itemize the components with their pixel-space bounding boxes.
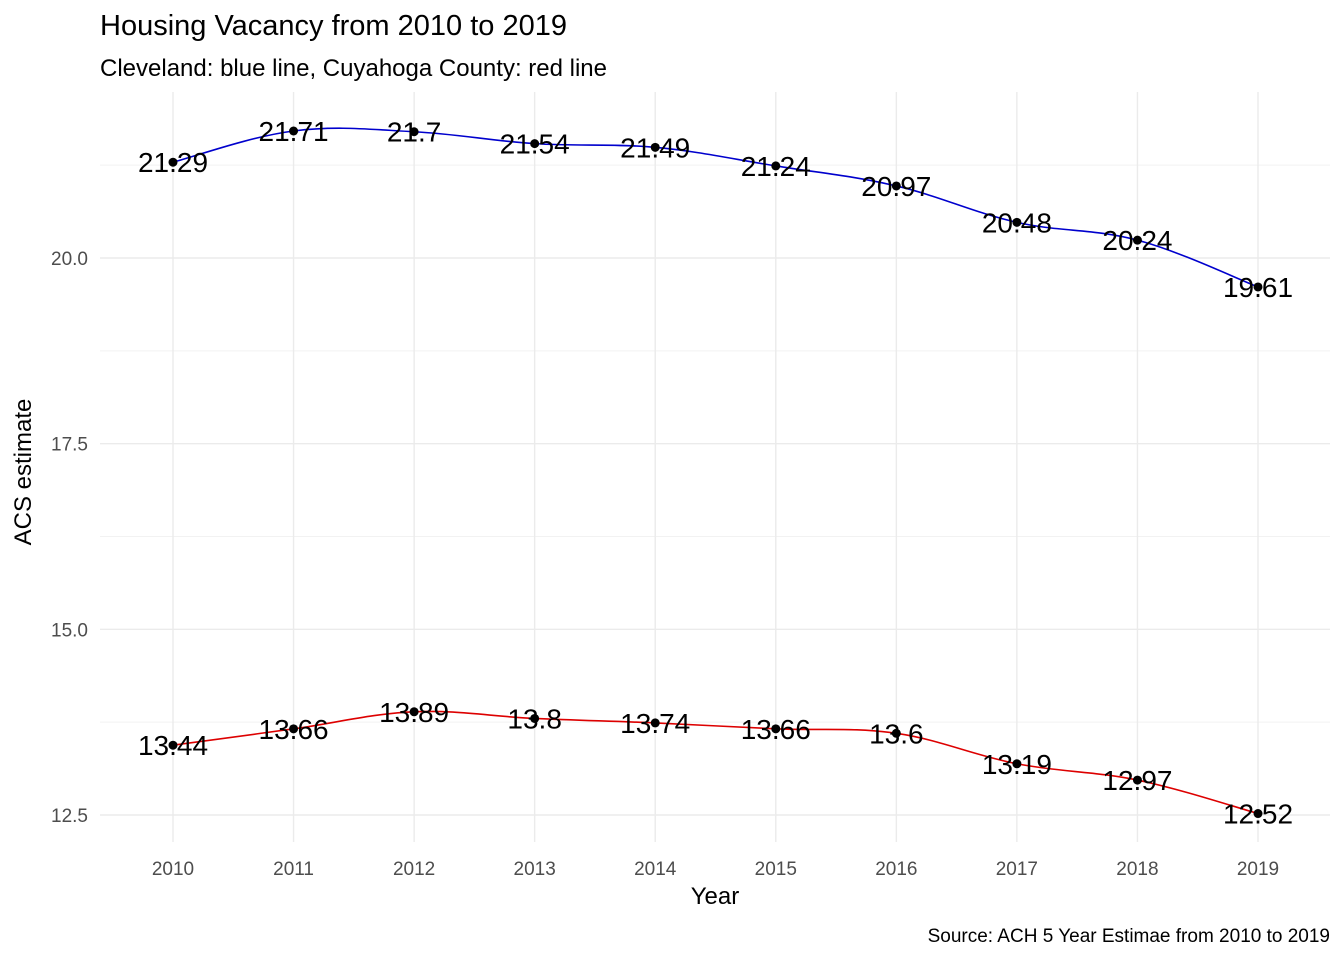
data-point xyxy=(1012,217,1022,227)
data-point xyxy=(289,126,299,136)
y-tick-label: 12.5 xyxy=(51,806,88,827)
x-axis-tick-labels: 2010 2011 2012 2013 2014 2015 2016 2017 2018 2019 xyxy=(152,859,1279,880)
data-point xyxy=(409,707,419,717)
data-point xyxy=(168,740,178,750)
x-tick-label: 2014 xyxy=(634,859,677,880)
data-point xyxy=(409,127,419,137)
x-tick-label: 2019 xyxy=(1237,859,1279,880)
data-label: 21.49 xyxy=(620,132,690,163)
data-label: 13.89 xyxy=(379,697,449,728)
data-label: 20.24 xyxy=(1102,225,1172,256)
data-label: 13.8 xyxy=(507,703,562,734)
x-tick-label: 2010 xyxy=(152,859,194,880)
data-label: 13.66 xyxy=(259,714,329,745)
data-point xyxy=(289,724,299,734)
x-tick-label: 2013 xyxy=(514,859,556,880)
data-point xyxy=(530,139,540,149)
x-tick-label: 2015 xyxy=(755,859,797,880)
data-point xyxy=(771,161,781,171)
chart-caption: Source: ACH 5 Year Estimae from 2010 to … xyxy=(927,926,1330,947)
data-label: 13.74 xyxy=(620,708,690,739)
data-label: 13.6 xyxy=(869,718,924,749)
data-label: 21.29 xyxy=(138,147,208,178)
series-lines xyxy=(172,127,1259,815)
chart-subtitle: Cleveland: blue line, Cuyahoga County: r… xyxy=(100,55,607,82)
data-point xyxy=(1012,759,1022,769)
data-label: 20.97 xyxy=(861,171,931,202)
data-point xyxy=(1253,809,1263,819)
data-labels: 21.29 21.71 21.7 21.54 21.49 21.24 20.97 20.48 2… xyxy=(138,116,1293,830)
x-tick-label: 2018 xyxy=(1116,859,1158,880)
data-label: 21.71 xyxy=(259,116,329,147)
major-gridlines xyxy=(100,92,1330,842)
x-tick-label: 2011 xyxy=(273,859,314,880)
data-label: 12.97 xyxy=(1102,765,1172,796)
data-point xyxy=(771,724,781,734)
data-label: 21.54 xyxy=(500,129,570,160)
series-points xyxy=(168,126,1263,819)
y-tick-label: 15.0 xyxy=(51,620,88,641)
data-point xyxy=(891,728,901,738)
data-label: 12.52 xyxy=(1223,799,1293,830)
data-label: 19.61 xyxy=(1223,272,1293,303)
data-point xyxy=(650,142,660,152)
x-tick-label: 2016 xyxy=(875,859,917,880)
y-axis-title: ACS estimate xyxy=(10,398,37,546)
x-tick-label: 2012 xyxy=(393,859,435,880)
data-point xyxy=(891,181,901,191)
x-axis-title: Year xyxy=(690,883,740,910)
data-label: 13.66 xyxy=(741,714,811,745)
y-tick-label: 20.0 xyxy=(51,249,88,270)
data-point xyxy=(1132,235,1142,245)
data-label: 13.19 xyxy=(982,749,1052,780)
series-line-2 xyxy=(172,710,1259,815)
minor-gridlines xyxy=(100,164,1330,723)
data-label: 13.44 xyxy=(138,730,208,761)
data-point xyxy=(530,713,540,723)
data-label: 20.48 xyxy=(982,207,1052,238)
data-point xyxy=(168,157,178,167)
data-point xyxy=(1253,282,1263,292)
series-line-1 xyxy=(172,127,1259,288)
x-tick-label: 2017 xyxy=(996,859,1038,880)
data-label: 21.24 xyxy=(741,151,811,182)
y-axis-tick-labels: 12.5 15.0 17.5 20.0 xyxy=(51,249,88,827)
data-point xyxy=(650,718,660,728)
data-point xyxy=(1132,775,1142,785)
data-label: 21.7 xyxy=(387,117,442,148)
y-tick-label: 17.5 xyxy=(51,435,88,456)
chart-title: Housing Vacancy from 2010 to 2019 xyxy=(100,10,567,42)
